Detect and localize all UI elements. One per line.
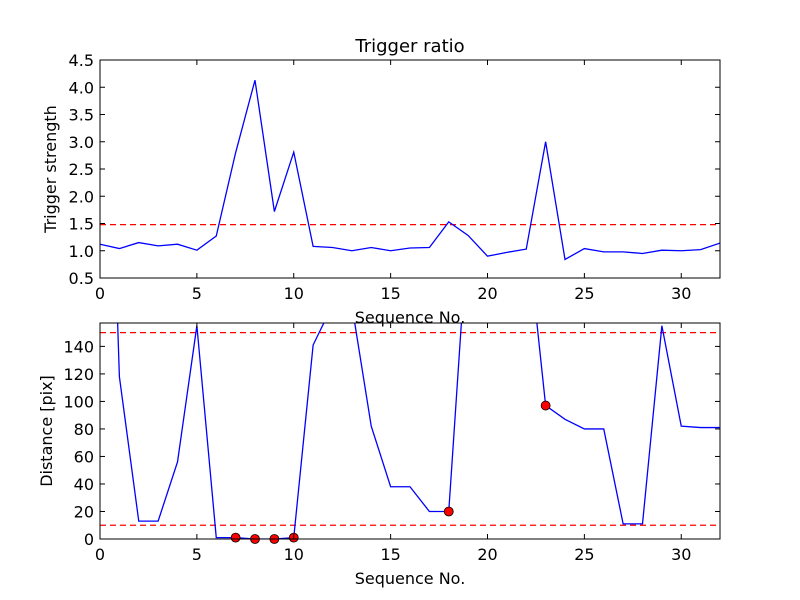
top-chart-series-line-1 (100, 79, 720, 261)
top-chart-panel: Trigger ratio 0 5 10 15 20 25 30 0.5 1.0 1.5 2.0 2… (41, 36, 721, 327)
bottom-chart-marker-point (540, 400, 551, 411)
top-chart-x-tick-label: 25 (574, 284, 594, 303)
top-chart-x-tick-label: 30 (671, 284, 691, 303)
top-chart-x-axis-label: Sequence No. (355, 308, 466, 327)
top-chart-x-tick-label: 20 (477, 284, 497, 303)
top-chart-x-tick-label: 5 (192, 284, 202, 303)
top-chart-y-ticks: 0.5 1.0 1.5 2.0 2.5 3.0 3.5 4.0 4.5 (69, 51, 720, 288)
top-chart-y-tick-label: 3.5 (69, 106, 94, 125)
bottom-chart-y-axis-label: Distance [pix] (37, 375, 56, 487)
bottom-chart-panel: 0 5 10 15 20 25 30 0 20 40 60 80 100 120 140 Sequence… (37, 322, 721, 588)
top-chart-y-tick-label: 4.0 (69, 78, 94, 97)
bottom-chart-x-tick-label: 20 (477, 545, 497, 564)
top-chart-y-tick-label: 3.0 (69, 133, 94, 152)
bottom-chart-y-tick-label: 140 (63, 337, 94, 356)
bottom-chart-frame (99, 322, 721, 540)
bottom-chart-marker-point (230, 532, 241, 543)
bottom-chart-x-ticks: 0 5 10 15 20 25 30 (95, 323, 691, 564)
bottom-chart-y-tick-label: 40 (74, 475, 94, 494)
top-chart-y-tick-label: 2.5 (69, 160, 94, 179)
bottom-chart-y-ticks: 0 20 40 60 80 100 120 140 (63, 337, 720, 549)
bottom-chart-series-line-1 (116, 323, 720, 539)
bottom-chart-y-tick-label: 0 (84, 530, 94, 549)
top-chart-x-tick-label: 10 (284, 284, 304, 303)
top-chart-plot-layer (100, 79, 720, 261)
top-chart-x-ticks: 0 5 10 15 20 25 30 (95, 60, 691, 303)
top-chart-x-tick-label: 0 (95, 284, 105, 303)
top-chart-y-axis-label: Trigger strength (41, 105, 60, 234)
bottom-chart-y-tick-label: 100 (63, 392, 94, 411)
bottom-chart-x-tick-label: 30 (671, 545, 691, 564)
bottom-chart-clip-group (100, 323, 720, 539)
bottom-chart-marker-point (443, 506, 454, 517)
top-chart-y-tick-label: 0.5 (69, 269, 94, 288)
bottom-chart-y-tick-label: 60 (74, 447, 94, 466)
top-chart-y-tick-label: 2.0 (69, 187, 94, 206)
bottom-chart-x-axis-label: Sequence No. (355, 569, 466, 588)
bottom-chart-x-tick-label: 10 (284, 545, 304, 564)
top-chart-clip-group (100, 79, 720, 261)
top-chart-y-tick-label: 1.5 (69, 215, 94, 234)
bottom-chart-y-tick-label: 80 (74, 420, 94, 439)
bottom-chart-x-tick-label: 25 (574, 545, 594, 564)
bottom-chart-y-tick-label: 120 (63, 365, 94, 384)
bottom-chart-x-tick-label: 15 (380, 545, 400, 564)
bottom-chart-x-tick-label: 5 (192, 545, 202, 564)
bottom-chart-y-tick-label: 20 (74, 502, 94, 521)
top-chart-y-tick-label: 4.5 (69, 51, 94, 70)
bottom-chart-x-tick-label: 0 (95, 545, 105, 564)
top-chart-title: Trigger ratio (354, 36, 464, 57)
top-chart-x-tick-label: 15 (380, 284, 400, 303)
top-chart-y-tick-label: 1.0 (69, 242, 94, 261)
